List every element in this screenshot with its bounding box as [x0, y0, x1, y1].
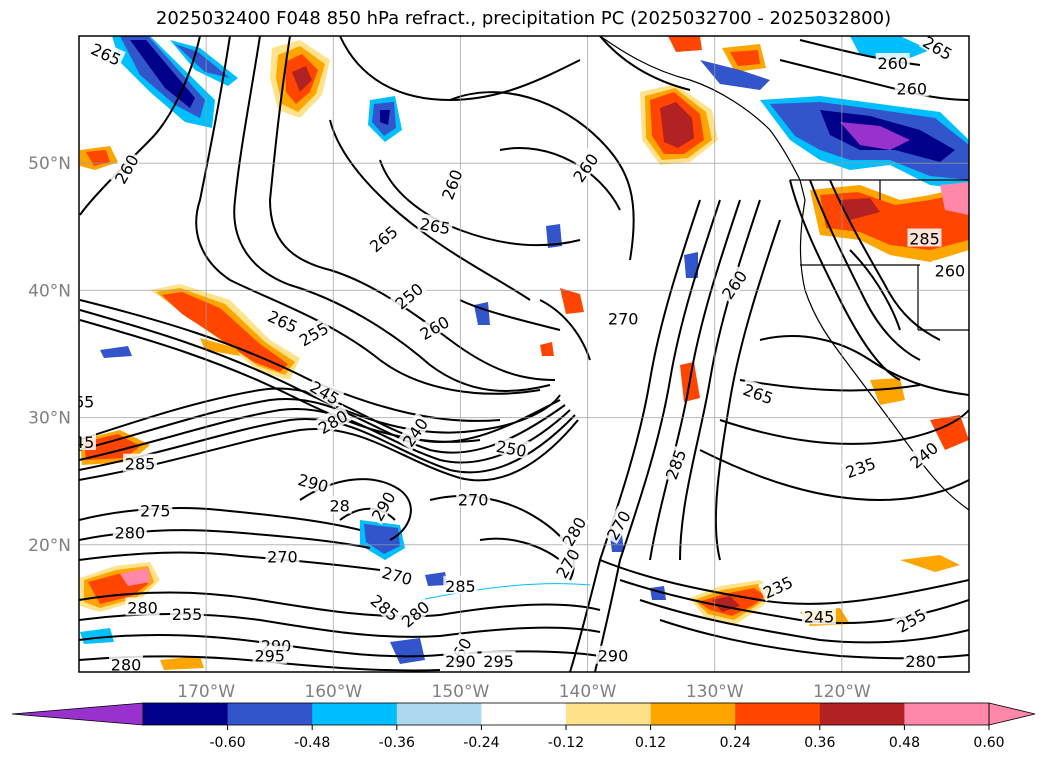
lon-tick-label: 130°W: [686, 682, 744, 702]
contour-label: 260: [932, 260, 967, 280]
cyan-contours: [419, 583, 591, 601]
lat-tick-label: 20°N: [28, 536, 71, 556]
map-frame: [78, 35, 970, 673]
svg-text:295: 295: [254, 647, 285, 666]
svg-text:28: 28: [329, 497, 349, 516]
lon-tick-label: 140°W: [559, 682, 617, 702]
contour-label: 275: [138, 500, 173, 521]
svg-text:285: 285: [125, 455, 156, 474]
svg-text:260: 260: [897, 79, 928, 98]
svg-text:285: 285: [909, 230, 940, 249]
svg-text:285: 285: [445, 577, 476, 596]
colorbar-tick-label: 0.12: [635, 735, 666, 751]
svg-text:265: 265: [64, 392, 95, 411]
colorbar-tick-label: -0.48: [294, 735, 330, 751]
colorbar-box: [904, 703, 990, 725]
colorbar-box: [650, 703, 736, 725]
svg-text:255: 255: [172, 605, 203, 624]
colorbar-box: [819, 703, 905, 725]
longitude-labels: 170°W 160°W 150°W 140°W 130°W 120°W: [177, 682, 871, 702]
colorbar-tick-label: 0.48: [889, 735, 920, 751]
lat-tick-label: 50°N: [28, 154, 71, 174]
svg-text:280: 280: [115, 523, 146, 542]
colorbar-tick-label: -0.60: [209, 735, 245, 751]
contour-label: 245: [64, 432, 96, 452]
svg-text:270: 270: [458, 490, 489, 509]
contour-label: 280: [903, 650, 938, 671]
lon-tick-label: 170°W: [177, 682, 235, 702]
colorbar-over-extend: [988, 702, 1036, 726]
colorbar-tick-label: -0.36: [379, 735, 415, 751]
lon-tick-label: 150°W: [432, 682, 490, 702]
svg-text:245: 245: [804, 607, 835, 626]
lon-tick-label: 160°W: [304, 682, 362, 702]
contour-label: 265: [417, 213, 454, 238]
contour-label: 285: [907, 228, 942, 249]
contour-label: 285: [443, 575, 478, 596]
colorbar: -0.60 -0.48 -0.36 -0.24 -0.12 0.12 0.24 0.36 0.4…: [11, 702, 1036, 751]
contour-label: 280: [109, 654, 144, 675]
svg-text:280: 280: [905, 652, 936, 671]
svg-text:270: 270: [608, 310, 639, 329]
colorbar-box: [481, 703, 567, 725]
svg-text:280: 280: [127, 598, 158, 617]
contour-label: 270: [265, 546, 300, 567]
contour-label: 260: [894, 78, 929, 98]
contour-label: 290: [443, 650, 478, 671]
contour-label: 280: [112, 522, 147, 542]
svg-text:260: 260: [877, 54, 908, 73]
colorbar-tick-label: 0.36: [804, 735, 835, 751]
svg-text:275: 275: [140, 502, 171, 521]
colorbar-tick-label: 0.60: [973, 735, 1004, 751]
colorbar-box: [227, 703, 313, 725]
contour-label: 260: [875, 52, 910, 73]
contour-label: 250: [493, 435, 530, 461]
svg-text:245: 245: [64, 433, 95, 452]
contour-label: 280: [125, 597, 160, 617]
contour-label: 290: [294, 468, 333, 496]
colorbar-box: [396, 703, 482, 725]
colorbar-box: [312, 703, 398, 725]
contour-label: 295: [252, 645, 287, 666]
svg-text:270: 270: [267, 548, 298, 567]
lat-tick-label: 30°N: [28, 409, 71, 429]
contour-label: 290: [596, 645, 630, 666]
gridlines: [79, 36, 969, 672]
colorbar-under-extend: [11, 702, 144, 726]
contour-label: 285: [123, 453, 158, 474]
lat-tick-label: 40°N: [28, 281, 71, 301]
contour-label: 265: [364, 220, 402, 256]
map-title: 2025032400 F048 850 hPa refract., precip…: [155, 8, 892, 29]
svg-text:280: 280: [111, 656, 142, 675]
colorbar-tick-label: -0.24: [463, 735, 499, 751]
contour-label: 295: [481, 650, 516, 671]
contour-label: 270: [606, 308, 641, 329]
contour-label: 255: [170, 603, 205, 624]
svg-text:290: 290: [598, 647, 629, 666]
svg-text:260: 260: [935, 261, 966, 280]
colorbar-box: [735, 703, 821, 725]
svg-text:290: 290: [445, 652, 476, 671]
colorbar-box: [143, 703, 229, 725]
colorbar-tick-label: -0.12: [548, 735, 584, 751]
colorbar-tick-label: 0.24: [720, 735, 751, 751]
contour-label: 28: [327, 495, 352, 516]
latitude-labels: 50°N 40°N 30°N 20°N: [28, 154, 71, 556]
svg-text:295: 295: [483, 652, 514, 671]
contour-label: 245: [801, 606, 836, 626]
contour-label: 270: [456, 489, 491, 509]
lon-tick-label: 120°W: [813, 682, 871, 702]
contour-label: 265: [64, 391, 96, 411]
colorbar-box: [566, 703, 652, 725]
